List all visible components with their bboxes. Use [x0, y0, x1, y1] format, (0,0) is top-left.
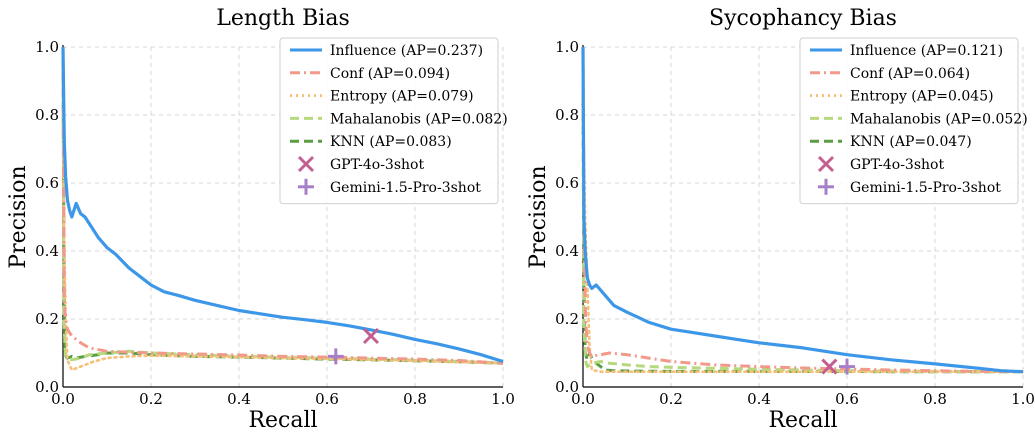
x-tick-label: 0.8 [403, 390, 427, 408]
y-tick-label: 1.0 [555, 38, 579, 56]
x-tick-label: 0.2 [659, 390, 683, 408]
x-tick-label: 0.2 [139, 390, 163, 408]
y-tick-label: 0.0 [35, 378, 59, 396]
y-tick-label: 0.2 [35, 310, 59, 328]
legend-label: Influence (AP=0.237) [330, 43, 483, 59]
legend-label: Conf (AP=0.094) [330, 66, 450, 82]
y-tick-label: 0.8 [35, 106, 59, 124]
y-tick-label: 0.2 [555, 310, 579, 328]
x-tick-label: 0.4 [227, 390, 251, 408]
legend-label: Conf (AP=0.064) [850, 66, 970, 82]
series-line-influence [581, 46, 1024, 374]
x-tick-label: 0.0 [51, 390, 75, 408]
legend-label: GPT-4o-3shot [330, 157, 424, 173]
legend: Influence (AP=0.121) Conf (AP=0.064) Entro… [799, 37, 1028, 205]
legend-box [799, 37, 1019, 205]
series-group [581, 46, 1025, 374]
y-tick-label: 0.0 [555, 378, 579, 396]
marker-gemini-1-5-pro-3shot [327, 348, 344, 365]
series-line-conf [581, 46, 1024, 374]
y-axis-label: Precision [526, 165, 551, 268]
x-tick-label: 0.4 [747, 390, 771, 408]
legend-label: KNN (AP=0.083) [330, 134, 452, 150]
x-tick-label: 1.0 [491, 390, 515, 408]
y-tick-label: 0.8 [555, 106, 579, 124]
x-tick-label: 0.6 [835, 390, 859, 408]
series-line-conf [61, 46, 504, 365]
x-axis-label: Recall [768, 408, 837, 433]
legend-marker [297, 155, 315, 173]
legend-marker [817, 155, 835, 173]
legend-label: GPT-4o-3shot [850, 157, 944, 173]
chart-panel-1: 0.0 0.2 0.4 0.6 0.8 1.0 0.0 0.2 0.4 0.6 0.8 1.0 Leng… [6, 6, 515, 433]
legend-label: Entropy (AP=0.079) [330, 89, 474, 105]
legend-label: KNN (AP=0.047) [850, 134, 972, 150]
marker-stroke [362, 327, 380, 345]
legend-label: Influence (AP=0.121) [850, 43, 1003, 59]
series-line-entropy [61, 120, 505, 372]
x-tick-label: 1.0 [1011, 390, 1035, 408]
x-tick-label: 0.8 [923, 390, 947, 408]
legend-label: Gemini-1.5-Pro-3shot [330, 180, 481, 196]
legend-label: Gemini-1.5-Pro-3shot [850, 180, 1001, 196]
legend: Influence (AP=0.237) Conf (AP=0.094) Entro… [279, 37, 508, 205]
legend-label: Mahalanobis (AP=0.082) [330, 111, 508, 127]
chart-title: Sycophancy Bias [709, 6, 897, 31]
legend-label: Mahalanobis (AP=0.052) [850, 111, 1028, 127]
series-line-mahalanobis [581, 80, 1023, 374]
chart-panel-2: 0.0 0.2 0.4 0.6 0.8 1.0 0.0 0.2 0.4 0.6 0.8 1.0 Syco… [526, 6, 1035, 433]
y-tick-label: 0.4 [555, 242, 579, 260]
x-tick-label: 0.0 [571, 390, 595, 408]
x-axis-label: Recall [248, 408, 317, 433]
marker-gpt-4o-3shot [821, 358, 838, 375]
chart-title: Length Bias [216, 6, 350, 31]
y-axis-label: Precision [6, 165, 31, 268]
legend-label: Entropy (AP=0.045) [850, 89, 994, 105]
series-line-influence [61, 46, 504, 364]
marker-stroke [821, 358, 838, 375]
x-tick-label: 0.6 [315, 390, 339, 408]
y-tick-label: 0.4 [35, 242, 59, 260]
y-tick-label: 0.6 [35, 174, 59, 192]
y-tick-label: 0.6 [555, 174, 579, 192]
marker-gpt-4o-3shot [362, 327, 380, 345]
series-group [61, 46, 505, 372]
y-tick-label: 1.0 [35, 38, 59, 56]
legend-box [279, 37, 499, 205]
marker-gemini-1-5-pro-3shot [839, 358, 855, 375]
